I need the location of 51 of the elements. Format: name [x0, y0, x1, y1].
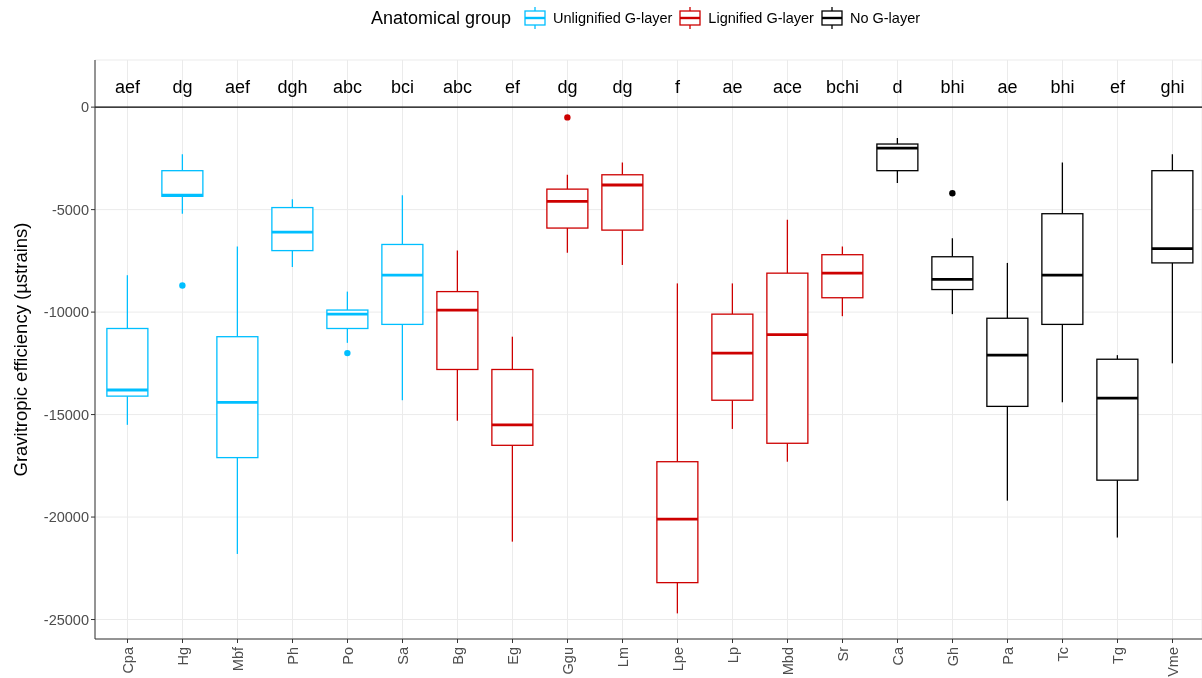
annotation: dg	[612, 77, 633, 97]
annotation: ghi	[1160, 77, 1185, 97]
y-tick-label: -15000	[43, 406, 89, 423]
annotation: dgh	[277, 77, 308, 97]
annotation: ef	[1109, 77, 1126, 97]
x-tick-label: Tg	[1109, 647, 1126, 664]
x-tick-label: Tc	[1054, 647, 1071, 662]
annotation: abc	[442, 77, 473, 97]
y-tick-label: -5000	[51, 201, 89, 218]
annotation: ace	[772, 77, 803, 97]
annotation: bci	[390, 77, 415, 97]
x-tick-label: Lp	[724, 647, 741, 664]
legend-title: Anatomical group	[370, 7, 512, 29]
x-tick-label: Hg	[174, 647, 191, 666]
y-axis-title: Gravitropic efficiency (µstrains)	[9, 222, 31, 477]
x-tick-label: Pa	[999, 646, 1016, 665]
x-tick-label: Po	[339, 647, 356, 665]
annotation: f	[674, 77, 681, 97]
annotation: aef	[224, 77, 252, 97]
x-tick-label: Lm	[614, 647, 631, 668]
x-tick-label: Cpa	[119, 646, 136, 674]
annotation: bchi	[825, 77, 860, 97]
annotation: dg	[172, 77, 193, 97]
x-tick-label: Ph	[284, 647, 301, 665]
x-tick-label: Mbf	[229, 646, 246, 672]
annotation: ef	[504, 77, 521, 97]
legend-label: Lignified G-layer	[708, 10, 814, 26]
y-tick-label: -25000	[43, 611, 89, 628]
y-tick-label: -10000	[43, 304, 89, 321]
x-tick-label: Bg	[449, 647, 466, 665]
x-tick-label: Eg	[504, 647, 521, 665]
x-tick-label: Gh	[944, 647, 961, 667]
x-tick-label: Ca	[889, 646, 906, 666]
y-tick-label: -20000	[43, 509, 89, 526]
x-tick-label: Vme	[1164, 647, 1181, 677]
x-tick-label: Ggu	[559, 647, 576, 675]
annotation: ae	[997, 77, 1018, 97]
legend-label: No G-layer	[849, 10, 921, 26]
y-tick-label: 0	[80, 99, 89, 116]
x-tick-label: Mbd	[779, 647, 796, 676]
annotation: dg	[557, 77, 578, 97]
annotation: bhi	[940, 77, 965, 97]
x-tick-label: Sr	[834, 646, 851, 662]
annotation: d	[892, 77, 903, 97]
x-tick-label: Lpe	[669, 647, 686, 672]
legend-label: Unlignified G-layer	[553, 10, 673, 26]
annotation: abc	[332, 77, 363, 97]
annotation: aef	[114, 77, 142, 97]
annotation: ae	[722, 77, 743, 97]
annotation: bhi	[1050, 77, 1075, 97]
x-tick-label: Sa	[394, 646, 411, 665]
